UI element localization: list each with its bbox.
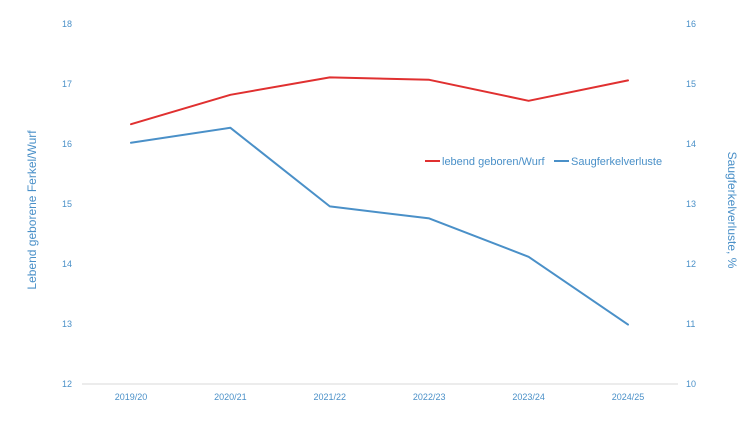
right-y-axis-title: Saugferkelverluste, %	[725, 152, 739, 269]
legend-label-saugferkel: Saugferkelverluste	[571, 156, 662, 168]
x-axis-ticks: 2019/20 2020/21 2021/22 2022/23 2023/24 2024/…	[115, 392, 645, 402]
x-tick-label: 2021/22	[314, 392, 347, 402]
left-y-tick-label: 13	[62, 319, 72, 329]
legend-label-lebend: lebend geboren/Wurf	[442, 156, 545, 168]
legend: lebend geboren/Wurf Saugferkelverluste	[425, 156, 662, 168]
right-y-tick-label: 11	[686, 319, 695, 329]
x-tick-label: 2024/25	[612, 392, 645, 402]
left-y-tick-label: 15	[62, 199, 72, 209]
right-y-axis-ticks: 10 11 12 13 14 15 16	[686, 19, 696, 389]
left-y-axis-title: Lebend geborene Ferkel/Wurf	[25, 130, 39, 290]
left-y-tick-label: 17	[62, 79, 72, 89]
right-y-tick-label: 14	[686, 139, 696, 149]
right-y-tick-label: 10	[686, 379, 696, 389]
series-line-lebend-geboren	[130, 76, 629, 126]
left-y-tick-label: 12	[62, 379, 72, 389]
series-line-saugferkelverluste	[130, 126, 629, 326]
left-y-axis-ticks: 12 13 14 15 16 17 18	[62, 19, 72, 389]
right-y-tick-label: 13	[686, 199, 696, 209]
x-tick-label: 2023/24	[512, 392, 545, 402]
x-tick-label: 2019/20	[115, 392, 148, 402]
right-y-tick-label: 15	[686, 79, 696, 89]
left-y-tick-label: 14	[62, 259, 72, 269]
x-tick-label: 2022/23	[413, 392, 446, 402]
right-y-tick-label: 12	[686, 259, 696, 269]
series-lines	[130, 76, 629, 326]
x-tick-label: 2020/21	[214, 392, 247, 402]
left-y-tick-label: 16	[62, 139, 72, 149]
left-y-tick-label: 18	[62, 19, 72, 29]
right-y-tick-label: 16	[686, 19, 696, 29]
